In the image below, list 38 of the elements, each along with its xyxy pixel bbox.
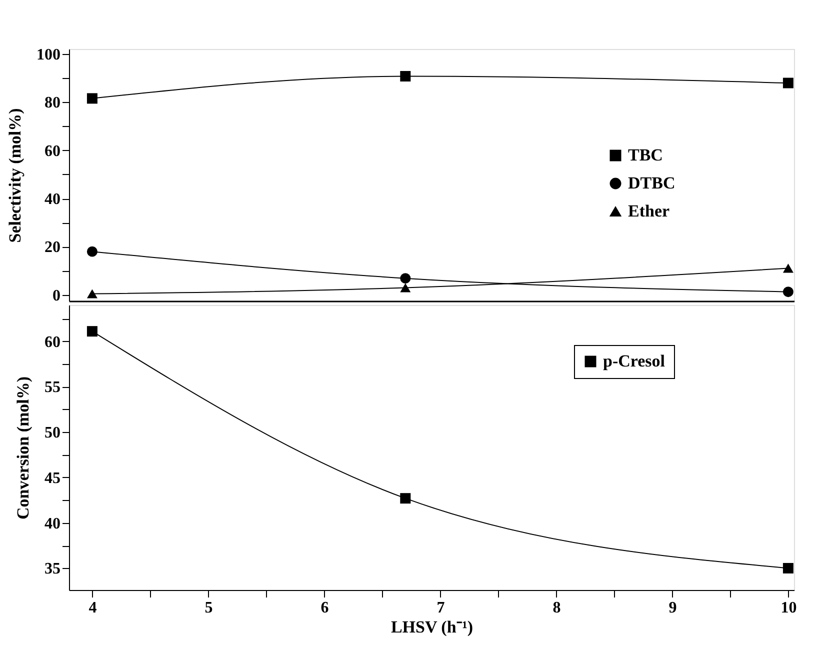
point bbox=[400, 71, 411, 82]
y-axis-title: Conversion (mol%) bbox=[14, 376, 32, 520]
point bbox=[86, 246, 98, 257]
point bbox=[400, 283, 411, 292]
x-tick-label: 9 bbox=[668, 600, 677, 616]
point bbox=[782, 286, 794, 298]
point bbox=[86, 93, 98, 104]
y-tick-label: 60 bbox=[44, 142, 60, 160]
x-tick-label: 6 bbox=[320, 600, 329, 616]
x-tick-label: 4 bbox=[88, 600, 97, 616]
y-tick-label: 55 bbox=[44, 379, 60, 396]
legend-label: p-Cresol bbox=[603, 352, 666, 370]
y-axis-title: Selectivity (mol%) bbox=[6, 108, 24, 243]
y-tick-label: 80 bbox=[44, 94, 60, 112]
x-tick-label: 10 bbox=[780, 600, 797, 616]
y-tick-label: 40 bbox=[44, 191, 60, 208]
y-tick-label: 40 bbox=[44, 515, 60, 532]
y-tick-label: 60 bbox=[44, 334, 60, 351]
point bbox=[782, 562, 794, 574]
x-tick-label: 5 bbox=[204, 600, 213, 616]
point bbox=[782, 78, 794, 88]
y-tick-label: 50 bbox=[44, 424, 60, 442]
y-tick-label: 35 bbox=[44, 560, 60, 578]
x-axis-title: LHSV (h⁻¹) bbox=[390, 618, 474, 636]
point bbox=[86, 326, 98, 337]
legend-label: DTBC bbox=[628, 174, 676, 192]
point bbox=[400, 273, 411, 284]
x-tick-label: 7 bbox=[436, 600, 445, 616]
y-tick-label: 0 bbox=[52, 287, 60, 304]
point bbox=[86, 289, 98, 298]
legend-label: Ether bbox=[628, 202, 670, 220]
legend-label: TBC bbox=[628, 146, 663, 164]
point bbox=[782, 264, 794, 273]
y-tick-label: 45 bbox=[44, 470, 60, 487]
x-tick-label: 8 bbox=[552, 600, 561, 616]
y-tick-label: 20 bbox=[44, 239, 60, 256]
point bbox=[400, 493, 411, 504]
y-tick-label: 100 bbox=[36, 46, 60, 64]
